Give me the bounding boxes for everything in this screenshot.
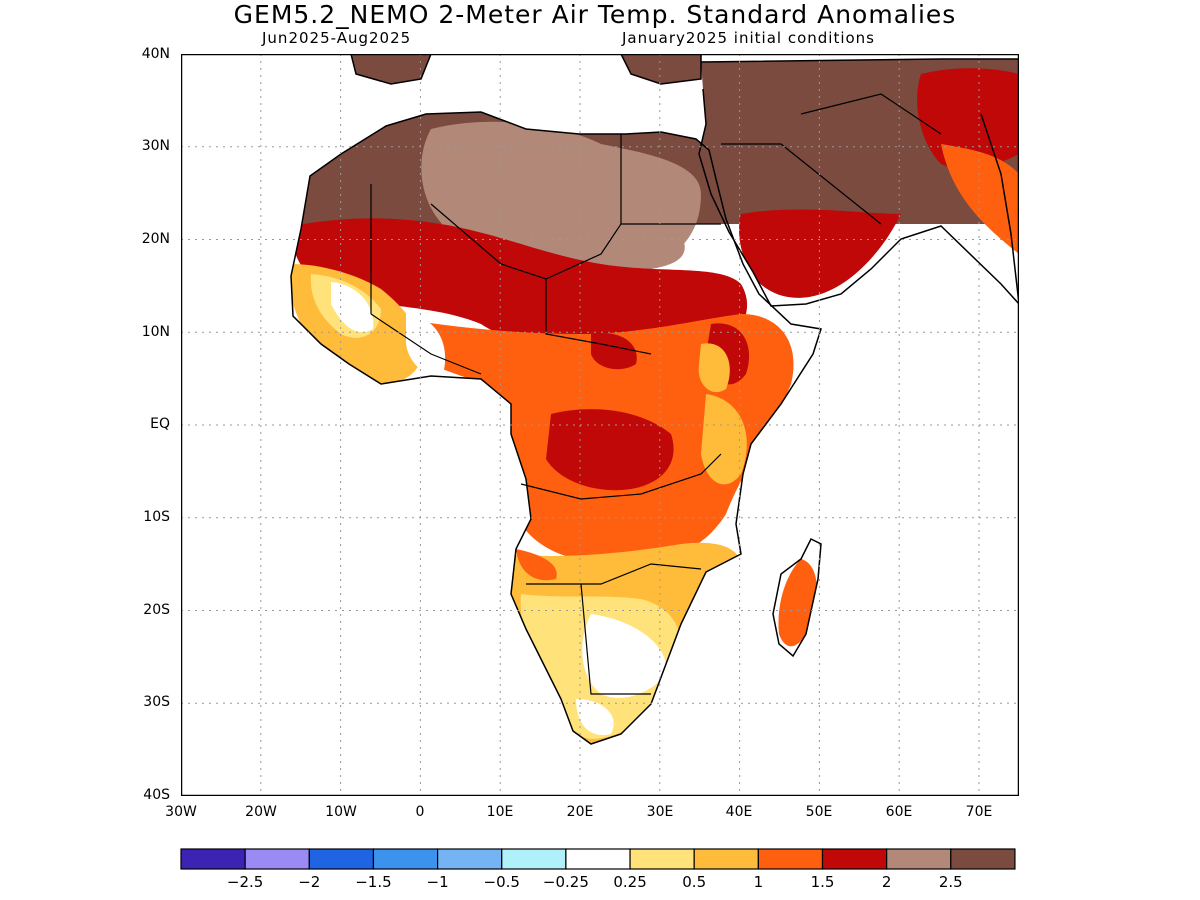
colorbar-label: 0.25 xyxy=(613,873,647,891)
lon-label: 30E xyxy=(646,804,674,820)
lon-label: 30W xyxy=(165,804,197,820)
colorbar-swatch xyxy=(950,848,1016,870)
colorbar-swatch xyxy=(308,848,375,870)
lat-label: EQ xyxy=(150,416,170,432)
colorbar-swatch xyxy=(886,848,952,870)
lat-label: 30S xyxy=(143,694,170,710)
colorbar-label: 0.5 xyxy=(682,873,707,891)
colorbar-label: −0.25 xyxy=(542,873,589,891)
colorbar-label: −2.5 xyxy=(226,873,264,891)
lon-label: 10W xyxy=(325,804,357,820)
lon-label: 50E xyxy=(805,804,833,820)
map-title: GEM5.2_NEMO 2-Meter Air Temp. Standard A… xyxy=(233,0,957,29)
colorbar-swatch xyxy=(180,848,246,870)
lat-label: 40N xyxy=(141,46,170,62)
forecast-period: Jun2025-Aug2025 xyxy=(262,29,412,47)
lat-label: 10S xyxy=(143,509,170,525)
colorbar-label: −1.5 xyxy=(355,873,392,891)
colorbar-swatch xyxy=(565,848,631,870)
lat-label: 30N xyxy=(141,138,170,154)
colorbar-swatch xyxy=(629,848,695,870)
lon-label: 70E xyxy=(965,804,993,820)
colorbar-swatch xyxy=(821,848,888,870)
colorbar-swatch xyxy=(501,848,567,870)
lon-label: 20W xyxy=(245,804,277,820)
initial-conditions: January2025 initial conditions xyxy=(622,29,875,47)
colorbar xyxy=(180,848,1016,870)
colorbar-label: 2 xyxy=(881,873,892,891)
lon-label: 60E xyxy=(885,804,913,820)
colorbar-label: −2 xyxy=(298,873,321,891)
lon-label: 20E xyxy=(566,804,594,820)
lon-label: 40E xyxy=(725,804,753,820)
lat-label: 20S xyxy=(143,602,170,618)
colorbar-swatch xyxy=(693,848,759,870)
colorbar-swatch xyxy=(757,848,824,870)
lat-label: 40S xyxy=(143,787,170,803)
anomaly-map xyxy=(181,54,1019,796)
lat-label: 10N xyxy=(141,324,170,340)
colorbar-label: 1.5 xyxy=(810,873,835,891)
lon-label: 10E xyxy=(486,804,514,820)
colorbar-label: −1 xyxy=(426,873,449,891)
lat-label: 20N xyxy=(141,231,170,247)
colorbar-label: 2.5 xyxy=(938,873,963,891)
lon-label: 0 xyxy=(415,804,425,820)
colorbar-label: −0.5 xyxy=(483,873,520,891)
colorbar-swatch xyxy=(244,848,310,870)
colorbar-label: 1 xyxy=(753,873,764,891)
colorbar-swatch xyxy=(437,848,503,870)
colorbar-swatch xyxy=(372,848,439,870)
